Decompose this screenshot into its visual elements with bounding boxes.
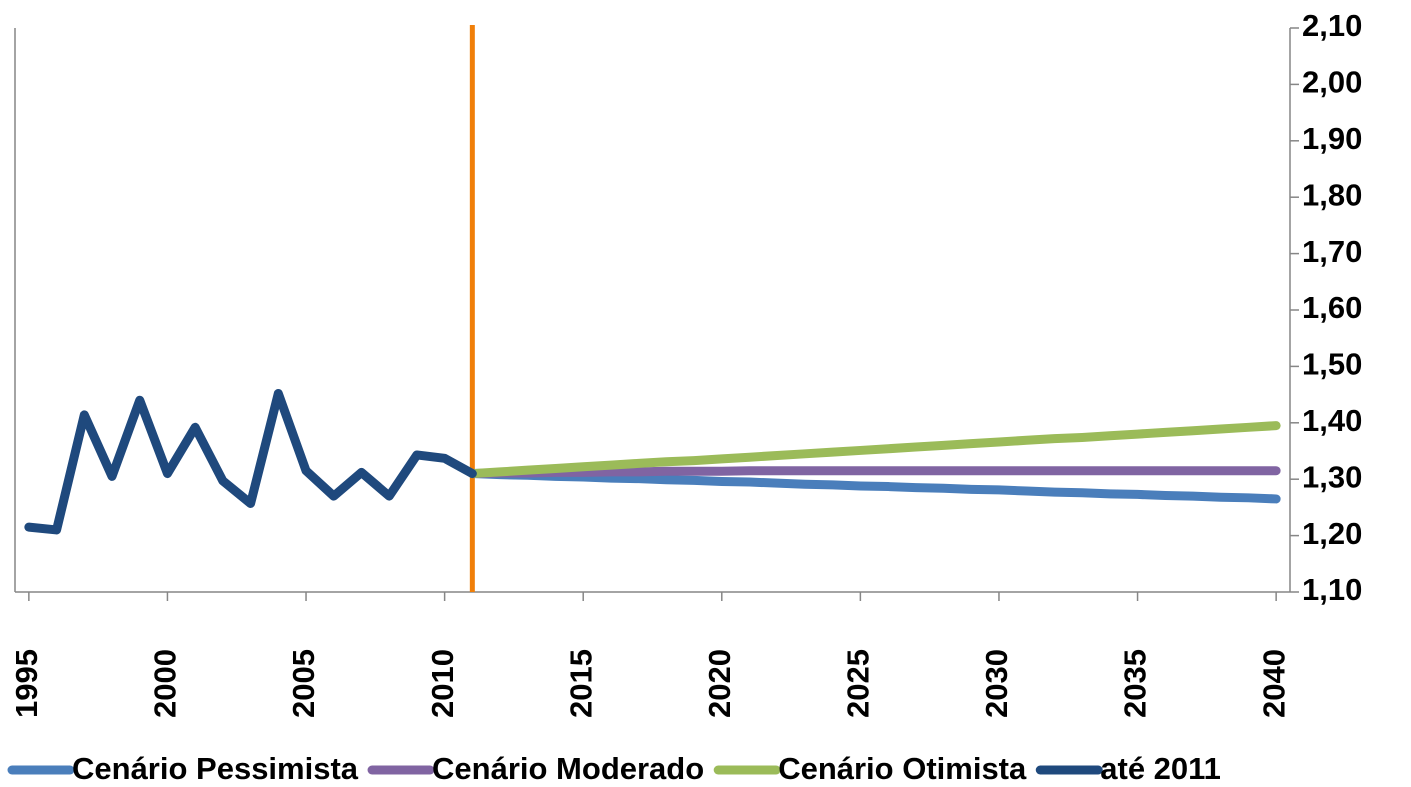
x-tick-label: 2010 <box>425 649 460 718</box>
y-tick-label: 1,10 <box>1302 572 1362 607</box>
x-tick-label: 1995 <box>9 649 44 718</box>
x-tick-label: 2025 <box>841 649 876 718</box>
x-tick-label: 2020 <box>702 649 737 718</box>
x-tick-label: 2000 <box>148 649 183 718</box>
legend-label: Cenário Pessimista <box>72 751 359 786</box>
legend-label: até 2011 <box>1100 751 1221 786</box>
series-line <box>467 466 1281 479</box>
y-tick-label: 2,10 <box>1302 8 1362 43</box>
series-line <box>467 469 1281 504</box>
x-tick-label: 2040 <box>1256 649 1291 718</box>
y-tick-label: 1,30 <box>1302 459 1362 494</box>
x-tick-label: 2035 <box>1118 649 1153 718</box>
y-tick-label: 2,00 <box>1302 65 1362 100</box>
y-tick-label: 1,60 <box>1302 290 1362 325</box>
y-tick-label: 1,50 <box>1302 347 1362 382</box>
legend-label: Cenário Otimista <box>778 751 1027 786</box>
y-tick-label: 1,70 <box>1302 234 1362 269</box>
series-line <box>467 421 1281 479</box>
x-tick-label: 2030 <box>979 649 1014 718</box>
series-line <box>24 388 477 535</box>
y-tick-label: 1,90 <box>1302 121 1362 156</box>
y-tick-label: 1,20 <box>1302 516 1362 551</box>
legend-label: Cenário Moderado <box>432 751 704 786</box>
x-tick-label: 2015 <box>563 649 598 718</box>
x-tick-label: 2005 <box>286 649 321 718</box>
y-tick-label: 1,80 <box>1302 177 1362 212</box>
y-tick-label: 1,40 <box>1302 403 1362 438</box>
